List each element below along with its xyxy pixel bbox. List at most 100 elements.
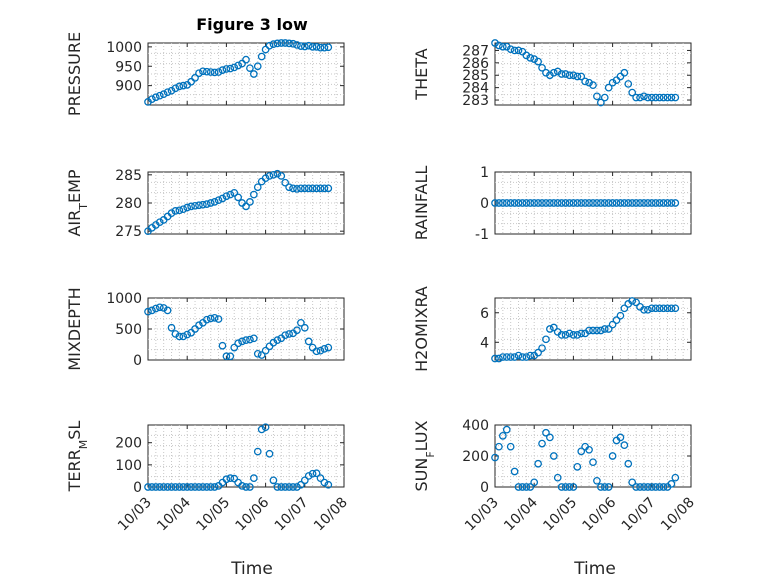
data-point [640, 483, 648, 491]
data-point [565, 483, 574, 491]
y-tick-label: 0 [133, 480, 142, 496]
data-point [179, 332, 188, 341]
y-tick-label: 900 [115, 79, 142, 95]
data-point [573, 331, 582, 339]
data-point [144, 483, 152, 491]
y-tick-label: 200 [115, 436, 142, 452]
data-point [659, 483, 668, 491]
y-tick-label: 200 [462, 449, 489, 465]
data-point [289, 39, 297, 48]
data-point [589, 199, 597, 207]
data-point [191, 201, 199, 210]
data-point [534, 348, 542, 357]
data-point [187, 202, 195, 211]
data-point [569, 483, 578, 491]
subplot-mixdepth: 0 500 1000 MIXDEPTH [65, 287, 345, 371]
data-point [647, 93, 656, 102]
data-point [206, 314, 215, 323]
data-point [297, 318, 305, 327]
data-point [542, 199, 550, 207]
data-point [297, 42, 305, 50]
data-point [202, 315, 211, 324]
y-tick-label: 500 [115, 322, 142, 338]
data-point [596, 199, 605, 207]
data-point [549, 323, 558, 332]
data-point [506, 199, 515, 207]
data-point [632, 199, 640, 207]
data-point [671, 199, 680, 207]
data-point [238, 337, 246, 346]
data-point [226, 190, 235, 199]
y-axis-label: SUNFLUX [412, 420, 437, 491]
data-point [253, 62, 262, 71]
data-point [557, 70, 566, 78]
data-point [261, 423, 270, 432]
data-point [273, 483, 282, 491]
data-point [667, 199, 676, 207]
data-point [234, 339, 243, 348]
data-point [581, 77, 590, 86]
data-point [218, 341, 227, 350]
data-point [238, 482, 246, 490]
y-tick-label: 4 [480, 335, 489, 351]
data-point [498, 353, 507, 361]
y-tick-label: -1 [475, 227, 489, 243]
data-point [159, 304, 168, 312]
data-point [155, 303, 164, 312]
data-point [293, 483, 301, 491]
data-point [179, 205, 188, 214]
data-point [155, 483, 164, 491]
data-point [546, 433, 554, 442]
x-tick-label: 10/08 [311, 495, 351, 535]
data-point [593, 199, 601, 207]
data-point [608, 320, 617, 329]
data-point [155, 91, 164, 100]
data-point [324, 184, 333, 193]
data-point [518, 353, 527, 361]
data-point [612, 199, 621, 207]
data-point [195, 69, 203, 78]
data-point [195, 201, 203, 210]
data-point [187, 483, 195, 491]
data-point [526, 54, 535, 62]
data-point [636, 93, 644, 102]
data-point [600, 325, 609, 333]
data-point [297, 184, 305, 193]
series-markers [144, 169, 333, 236]
data-point [506, 442, 515, 451]
y-axis-label: AIRTEMP [65, 169, 90, 236]
data-point [249, 190, 258, 199]
data-point [628, 478, 637, 487]
data-point [640, 305, 648, 314]
data-point [667, 93, 676, 102]
data-point [495, 41, 503, 50]
data-point [175, 206, 184, 215]
data-point [234, 61, 243, 70]
data-point [593, 476, 601, 485]
data-point [667, 480, 676, 488]
data-point [175, 483, 184, 491]
data-point [577, 199, 586, 207]
x-axis-label-left: Time [230, 559, 273, 579]
x-tick-label: 10/04 [501, 494, 541, 534]
data-point [596, 98, 605, 107]
data-point [308, 184, 317, 193]
data-point [534, 57, 542, 66]
data-point [202, 483, 211, 491]
data-point [148, 483, 156, 491]
data-point [526, 199, 535, 207]
data-point [253, 183, 262, 192]
data-point [257, 52, 266, 61]
grid-lines [495, 425, 691, 487]
data-point [183, 330, 192, 339]
data-point [502, 425, 511, 434]
data-point [199, 200, 207, 209]
data-point [514, 483, 523, 491]
x-tick-label: 10/07 [272, 495, 312, 535]
data-point [281, 178, 290, 187]
data-point [530, 478, 539, 487]
data-point [585, 326, 593, 335]
data-point [183, 203, 192, 212]
data-point [620, 441, 629, 449]
data-point [246, 198, 254, 206]
